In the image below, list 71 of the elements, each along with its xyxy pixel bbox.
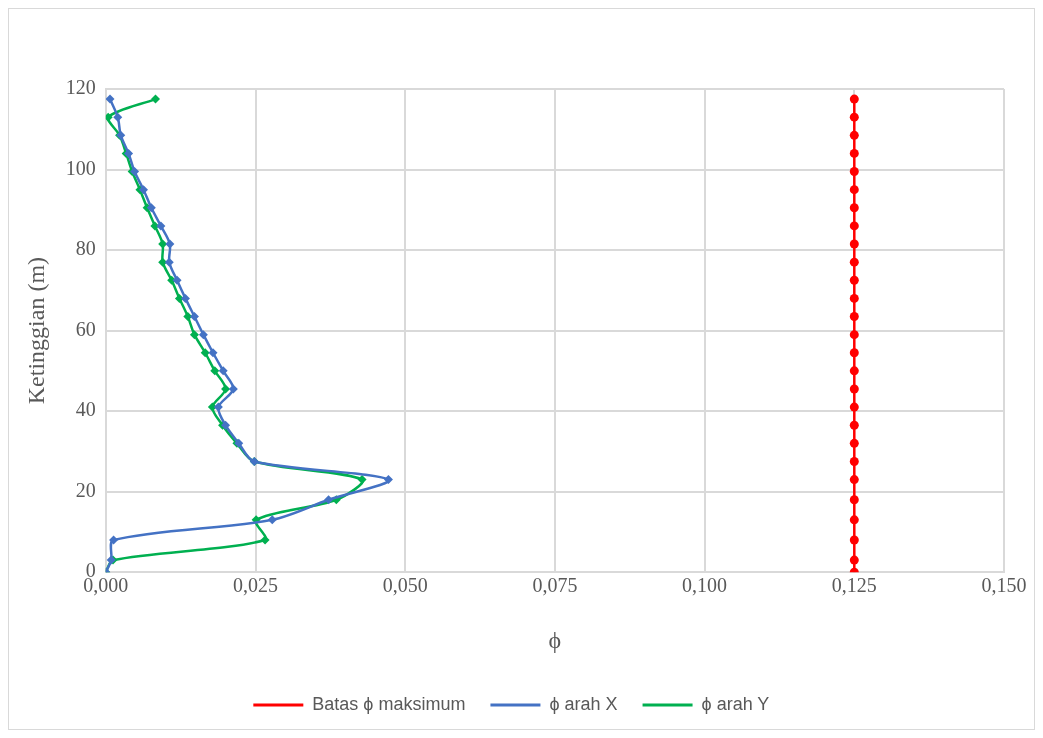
y-tick-label: 100 — [65, 156, 96, 179]
y-tick-label: 80 — [75, 237, 96, 260]
y-tick-label: 120 — [65, 76, 96, 99]
point — [849, 555, 859, 565]
x-tick-label: 0,150 — [981, 574, 1027, 597]
point — [849, 94, 859, 104]
point — [172, 275, 182, 285]
point — [109, 535, 119, 545]
point — [849, 257, 859, 267]
point — [213, 402, 223, 412]
point — [849, 438, 859, 448]
point — [849, 293, 859, 303]
x-tick-label: 0,075 — [532, 574, 578, 597]
point — [105, 94, 115, 104]
point — [849, 515, 859, 525]
point — [849, 348, 859, 358]
x-tick-label: 0,025 — [233, 574, 278, 597]
x-tick-label: 0,125 — [831, 574, 877, 597]
point — [849, 185, 859, 195]
point — [200, 348, 210, 358]
point — [180, 293, 190, 303]
point — [849, 167, 859, 177]
legend-label: Batas ϕ maksimum — [312, 693, 466, 714]
point — [165, 239, 175, 249]
point — [139, 185, 149, 195]
point — [164, 257, 174, 267]
y-axis-title: Ketinggian (m) — [22, 256, 49, 405]
y-tick-label: 40 — [75, 398, 96, 421]
y-tick-label: 20 — [75, 478, 96, 501]
point — [849, 535, 859, 545]
point — [183, 312, 193, 322]
point — [849, 330, 859, 340]
point — [260, 535, 270, 545]
point — [210, 366, 220, 376]
point — [849, 239, 859, 249]
legend-label: ϕ arah Y — [701, 693, 770, 714]
point — [849, 275, 859, 285]
point — [849, 402, 859, 412]
point — [849, 475, 859, 485]
point — [849, 384, 859, 394]
point — [158, 239, 168, 249]
point — [221, 384, 231, 394]
x-axis-title: ϕ — [548, 626, 562, 653]
point — [383, 475, 393, 485]
point — [324, 495, 334, 505]
point — [267, 515, 277, 525]
point — [151, 94, 160, 104]
point — [208, 348, 218, 358]
y-tick-label: 60 — [75, 317, 96, 340]
point — [849, 420, 859, 430]
point — [218, 366, 228, 376]
point — [849, 130, 859, 140]
point — [849, 112, 859, 122]
point — [849, 221, 859, 231]
point — [146, 203, 156, 213]
point — [189, 312, 199, 322]
legend-label: ϕ arah X — [549, 693, 618, 714]
point — [156, 221, 166, 231]
point — [849, 148, 859, 158]
point — [113, 112, 123, 122]
point — [228, 384, 238, 394]
point — [849, 456, 859, 466]
point — [198, 330, 208, 340]
point — [849, 312, 859, 322]
point — [189, 330, 199, 340]
point — [849, 366, 859, 376]
point — [849, 495, 859, 505]
point — [105, 112, 113, 122]
x-tick-label: 0,050 — [382, 574, 428, 597]
point — [849, 203, 859, 213]
x-tick-label: 0,100 — [682, 574, 728, 597]
